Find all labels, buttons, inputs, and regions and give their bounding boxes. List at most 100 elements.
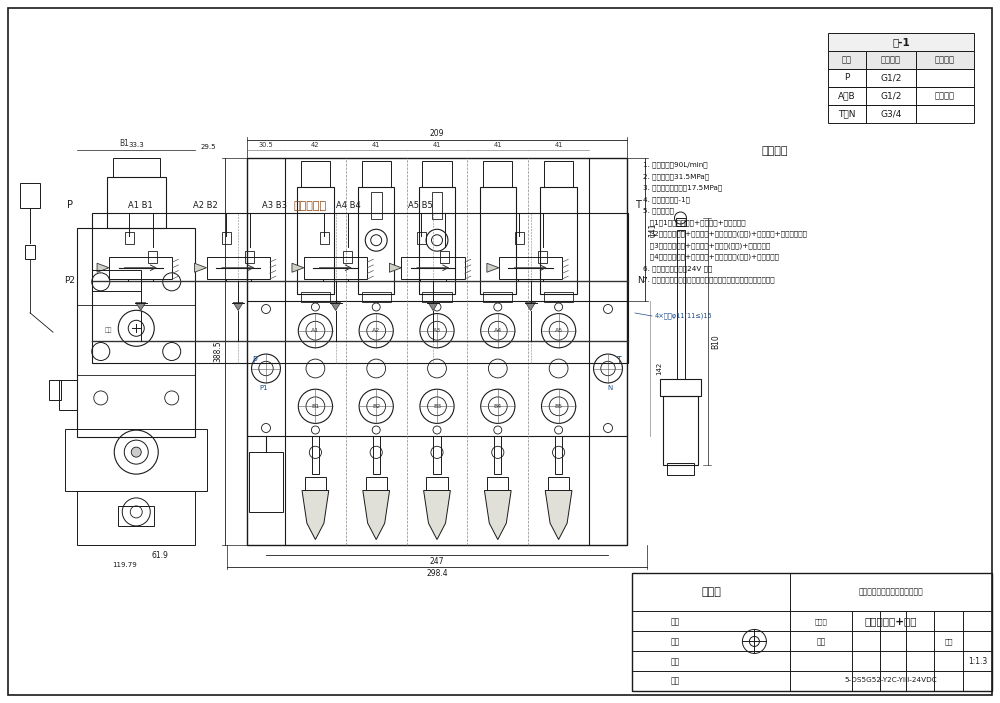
- Polygon shape: [302, 491, 329, 539]
- Bar: [417, 231, 426, 243]
- Text: 41: 41: [554, 142, 563, 148]
- Text: 247: 247: [430, 557, 444, 565]
- Text: 外形图: 外形图: [701, 587, 721, 597]
- Text: T、N: T、N: [838, 110, 856, 119]
- Bar: [247, 158, 627, 545]
- Text: 密封形式: 密封形式: [935, 56, 955, 65]
- Text: 工艺: 工艺: [816, 637, 826, 646]
- Bar: [676, 231, 684, 378]
- Text: 2. 最高压力：31.5MPa。: 2. 最高压力：31.5MPa。: [643, 173, 709, 180]
- Text: G3/4: G3/4: [880, 110, 902, 119]
- Text: A1: A1: [311, 328, 319, 333]
- Bar: [358, 186, 394, 294]
- Text: 审核: 审核: [671, 657, 680, 666]
- Polygon shape: [428, 302, 438, 311]
- Bar: [487, 477, 508, 491]
- Bar: [222, 231, 231, 243]
- Text: 5-DS5G52-Y2C-YIII-24VDC: 5-DS5G52-Y2C-YIII-24VDC: [845, 678, 938, 683]
- Bar: [207, 257, 270, 279]
- Bar: [373, 436, 380, 474]
- Text: B5: B5: [555, 404, 563, 409]
- Text: B1: B1: [119, 138, 129, 148]
- Bar: [77, 491, 195, 545]
- Bar: [483, 161, 512, 186]
- Text: P2: P2: [64, 276, 76, 285]
- Text: 设计: 设计: [671, 617, 680, 626]
- Bar: [118, 505, 154, 526]
- Bar: [555, 436, 562, 474]
- Bar: [419, 186, 455, 294]
- Text: B3: B3: [433, 404, 441, 409]
- Bar: [148, 251, 157, 263]
- Bar: [667, 463, 694, 475]
- Text: 61.9: 61.9: [151, 550, 168, 560]
- Text: A2 B2: A2 B2: [193, 200, 217, 209]
- Text: T: T: [617, 356, 622, 365]
- Bar: [401, 257, 465, 279]
- Bar: [92, 270, 141, 291]
- Bar: [866, 105, 916, 123]
- Text: 3. 安全阀调定压力：17.5MPa。: 3. 安全阀调定压力：17.5MPa。: [643, 185, 722, 191]
- Text: A4: A4: [494, 328, 502, 333]
- Text: 位置: 位置: [104, 327, 112, 333]
- Bar: [632, 573, 992, 691]
- Text: 388.5: 388.5: [214, 341, 222, 362]
- Bar: [538, 251, 547, 263]
- Bar: [548, 477, 569, 491]
- Bar: [362, 161, 391, 186]
- Bar: [433, 436, 441, 474]
- Bar: [25, 245, 35, 259]
- Text: P1: P1: [260, 385, 268, 392]
- Bar: [305, 477, 326, 491]
- Bar: [312, 436, 319, 474]
- Bar: [59, 380, 77, 410]
- Bar: [676, 218, 686, 226]
- Bar: [916, 105, 974, 123]
- Text: 7. 阀体表面颜色处理，安全阀及螺塞镀锌，支架组总成为铝本色。: 7. 阀体表面颜色处理，安全阀及螺塞镀锌，支架组总成为铝本色。: [643, 277, 775, 283]
- Text: 119.79: 119.79: [112, 562, 137, 568]
- Text: 重量: 重量: [945, 638, 953, 645]
- Polygon shape: [97, 263, 109, 272]
- Text: A5: A5: [555, 328, 563, 333]
- Bar: [301, 161, 330, 186]
- Bar: [113, 158, 160, 177]
- Text: 油口: 油口: [842, 56, 852, 65]
- Bar: [245, 251, 254, 263]
- Text: A1 B1: A1 B1: [128, 200, 152, 209]
- Circle shape: [131, 447, 141, 457]
- Text: 42: 42: [311, 142, 320, 148]
- Bar: [301, 292, 330, 302]
- Bar: [304, 257, 367, 279]
- Text: A2: A2: [372, 328, 380, 333]
- Bar: [866, 69, 916, 87]
- Bar: [297, 186, 334, 294]
- Text: 209: 209: [430, 129, 444, 138]
- Text: B2: B2: [372, 404, 380, 409]
- Text: N: N: [637, 276, 643, 285]
- Text: G1/2: G1/2: [880, 91, 902, 101]
- Bar: [362, 292, 391, 302]
- Bar: [77, 228, 195, 437]
- Bar: [125, 231, 134, 243]
- Bar: [366, 477, 387, 491]
- Text: 贵州博瑞多路液压系统有限公司: 贵州博瑞多路液压系统有限公司: [859, 588, 924, 596]
- Text: 液压原理图: 液压原理图: [293, 201, 327, 211]
- Text: A3: A3: [433, 328, 441, 333]
- Polygon shape: [424, 491, 450, 539]
- Text: P: P: [67, 200, 73, 210]
- Text: N: N: [607, 385, 613, 392]
- Text: 第2联：手动控制+弹簧复位+前置单触点(常开)+卧型阀杆+过载补油阀；: 第2联：手动控制+弹簧复位+前置单触点(常开)+卧型阀杆+过载补油阀；: [643, 231, 807, 238]
- Bar: [866, 87, 916, 105]
- Bar: [828, 87, 866, 105]
- Text: A4 B4: A4 B4: [336, 200, 360, 209]
- Text: 4×通孔φ11(11≤)15: 4×通孔φ11(11≤)15: [655, 313, 713, 319]
- Bar: [426, 477, 448, 491]
- Text: 41: 41: [433, 142, 441, 148]
- Bar: [828, 69, 866, 87]
- Bar: [660, 378, 701, 396]
- Text: 141: 141: [648, 222, 658, 237]
- Bar: [440, 251, 449, 263]
- Bar: [483, 292, 512, 302]
- Bar: [494, 436, 501, 474]
- Bar: [107, 177, 166, 228]
